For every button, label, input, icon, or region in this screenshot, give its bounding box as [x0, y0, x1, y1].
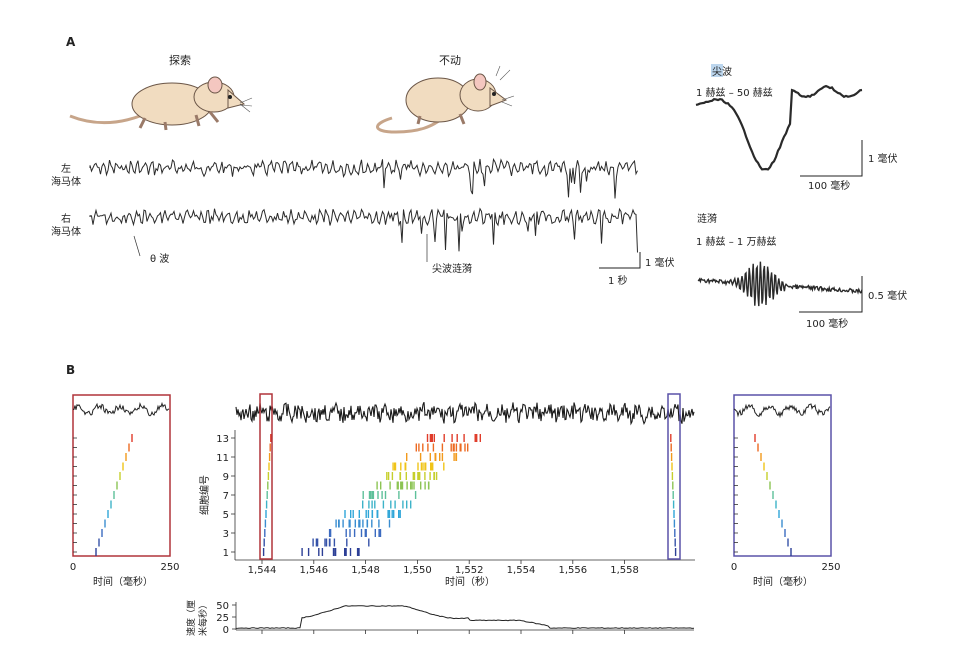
explore-label: 探索 [169, 53, 191, 67]
main-ytick-label: 7 [223, 491, 229, 502]
main-xtick-label: 1,546 [299, 565, 328, 576]
main-xtick-label: 1,544 [248, 565, 277, 576]
main-xtick-label: 1,550 [403, 565, 432, 576]
swr-label: 尖波涟漪 [432, 262, 472, 275]
main-y-ticks: 13 11 9 7 5 3 1 [216, 434, 235, 559]
main-xlabel: 时间（秒） [445, 575, 495, 588]
sharp-wave-scale-bar [800, 140, 863, 177]
right-hippocampus-label-2: 海马体 [51, 225, 81, 238]
ripple-band: 1 赫兹 – 1 万赫兹 [696, 236, 776, 248]
right-inset-frame [733, 394, 832, 557]
panel-a-label: A [66, 35, 76, 49]
main-ytick-label: 9 [223, 472, 229, 483]
speed-trace [235, 605, 695, 629]
theta-pointer [133, 235, 141, 257]
main-raster [262, 434, 677, 556]
still-label: 不动 [439, 54, 461, 67]
right-hippocampus-label-1: 右 [61, 212, 71, 225]
right-inset-xtick-0: 0 [731, 562, 737, 573]
ripple-trace [697, 261, 863, 307]
left-hippocampus-lfp-trace [89, 157, 638, 199]
left-hippocampus-label-2: 海马体 [51, 175, 81, 188]
left-inset-xtick-0: 0 [70, 562, 76, 573]
left-inset-xtick-250: 250 [160, 562, 179, 573]
sharp-wave-band: 1 赫兹 – 50 赫兹 [696, 87, 773, 99]
sharp-wave-trace [695, 84, 863, 171]
sharp-wave-title-highlight [711, 64, 723, 77]
sharp-wave-scale-mv: 1 毫伏 [868, 152, 898, 165]
panel-b-label: B [66, 363, 75, 377]
right-hippocampus-lfp-trace [89, 207, 638, 253]
speed-ytick-label-0: 0 [223, 625, 229, 636]
left-inset-raster [95, 434, 133, 556]
speed-ylabel-2: 米每秒） [197, 600, 209, 636]
main-xtick-label: 1,556 [558, 565, 587, 576]
main-ytick-label: 3 [223, 529, 229, 540]
right-inset-y-ticks [734, 437, 738, 553]
lfp-scale-s: 1 秒 [608, 274, 628, 287]
ripple-scale-bar [799, 276, 863, 313]
left-inset-xlabel: 时间（毫秒） [93, 575, 153, 588]
speed-x-ticks [261, 630, 625, 634]
right-inset-raster [754, 434, 792, 556]
lfp-scale-bar [599, 252, 641, 269]
sharp-wave-scale-ms: 100 毫秒 [808, 179, 850, 192]
main-ytick-label: 5 [223, 510, 229, 521]
main-ylabel: 细胞编号 [198, 475, 211, 515]
main-ytick-label: 13 [216, 434, 229, 445]
left-inset-y-ticks [73, 437, 77, 553]
still-rat-illustration [376, 65, 515, 134]
right-inset-xtick-250: 250 [821, 562, 840, 573]
left-inset-frame [72, 394, 171, 557]
speed-ytick-label-50: 50 [216, 601, 229, 612]
speed-ytick-label-25: 25 [216, 613, 229, 624]
ripple-scale-ms: 100 毫秒 [806, 317, 848, 330]
ripple-title: 涟漪 [697, 212, 717, 225]
sharp-wave-title: 尖波 [712, 65, 732, 78]
theta-label: θ 波 [150, 252, 169, 265]
right-inset-lfp [733, 403, 831, 419]
main-xtick-label: 1,558 [610, 565, 639, 576]
exploring-rat-illustration [69, 76, 253, 131]
main-ytick-label: 11 [216, 453, 229, 464]
ripple-scale-mv: 0.5 毫伏 [868, 289, 907, 302]
main-right-highlight-box [667, 393, 681, 560]
right-inset-xlabel: 时间（毫秒） [753, 575, 813, 588]
main-lfp-trace [235, 401, 695, 426]
main-left-highlight-box [259, 393, 273, 560]
lfp-scale-mv: 1 毫伏 [645, 256, 675, 269]
main-xtick-label: 1,554 [507, 565, 536, 576]
left-inset-lfp [72, 401, 170, 417]
main-xtick-label: 1,552 [455, 565, 484, 576]
speed-ylabel-1: 速度（厘 [185, 600, 197, 636]
main-ytick-label: 1 [223, 548, 229, 559]
left-hippocampus-label-1: 左 [61, 162, 71, 175]
main-xtick-label: 1,548 [351, 565, 380, 576]
main-x-ticks: 1,544 1,546 1,548 1,550 1,552 1,554 1,556 1,558 [248, 560, 639, 576]
